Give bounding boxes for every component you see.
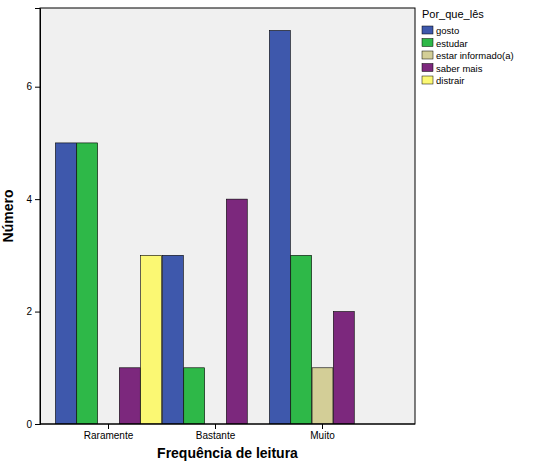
x-tick-label: Muito — [310, 430, 335, 441]
chart: 0 2 4 6 Raramente Bastante Muito Frequência de … — [0, 0, 533, 468]
x-tick-mark — [322, 424, 323, 429]
y-tick-label: 4 — [26, 194, 32, 205]
x-tick: Bastante — [196, 424, 236, 441]
y-tick-label: 0 — [26, 419, 32, 430]
y-axis: 0 2 4 6 — [26, 9, 40, 430]
y-axis-title: Número — [0, 190, 16, 243]
x-tick-mark — [215, 424, 216, 429]
bar — [312, 368, 333, 424]
bar — [226, 199, 247, 424]
bar — [77, 143, 98, 424]
y-tick-label: 6 — [26, 81, 32, 92]
y-tick-mark — [35, 87, 40, 88]
legend-label: estudar — [436, 38, 468, 49]
y-tick-mark — [35, 424, 40, 425]
bar — [291, 255, 312, 424]
y-tick: 4 — [26, 194, 40, 205]
legend-swatch — [422, 51, 433, 59]
x-tick-label: Raramente — [84, 430, 134, 441]
y-tick-mark — [35, 312, 40, 313]
bar — [184, 368, 205, 424]
y-tick: 2 — [26, 306, 40, 317]
y-tick-label: 2 — [26, 306, 32, 317]
legend-label: saber mais — [436, 63, 483, 74]
legend-label: distrair — [436, 75, 465, 86]
bar — [269, 30, 290, 424]
bar — [162, 255, 183, 424]
legend-label: estar informado(a) — [436, 50, 514, 61]
x-tick-label: Bastante — [196, 430, 236, 441]
legend: Por_que_lêsgosto estudarestar informado(a… — [422, 8, 514, 86]
y-axis-line — [35, 9, 41, 425]
y-tick: 6 — [26, 81, 40, 92]
legend-label: gosto — [436, 25, 459, 36]
legend-swatch — [422, 64, 433, 72]
y-tick: 0 — [26, 419, 40, 430]
bar — [333, 312, 354, 424]
legend-title: Por_que_lês — [422, 8, 484, 20]
x-tick: Muito — [310, 424, 335, 441]
plot-background — [40, 8, 415, 424]
bars — [55, 30, 354, 424]
bar — [119, 368, 140, 424]
x-tick: Raramente — [84, 424, 134, 441]
legend-swatch — [422, 39, 433, 47]
legend-swatch — [422, 76, 433, 84]
x-axis-line — [40, 424, 415, 425]
y-tick-mark — [35, 199, 40, 200]
x-tick-mark — [108, 424, 109, 429]
plot-frame — [40, 8, 415, 424]
x-axis: Raramente Bastante Muito — [40, 424, 415, 441]
legend-swatch — [422, 26, 433, 34]
x-axis-title: Frequência de leitura — [157, 445, 298, 461]
bar — [141, 255, 162, 424]
bar — [55, 143, 76, 424]
